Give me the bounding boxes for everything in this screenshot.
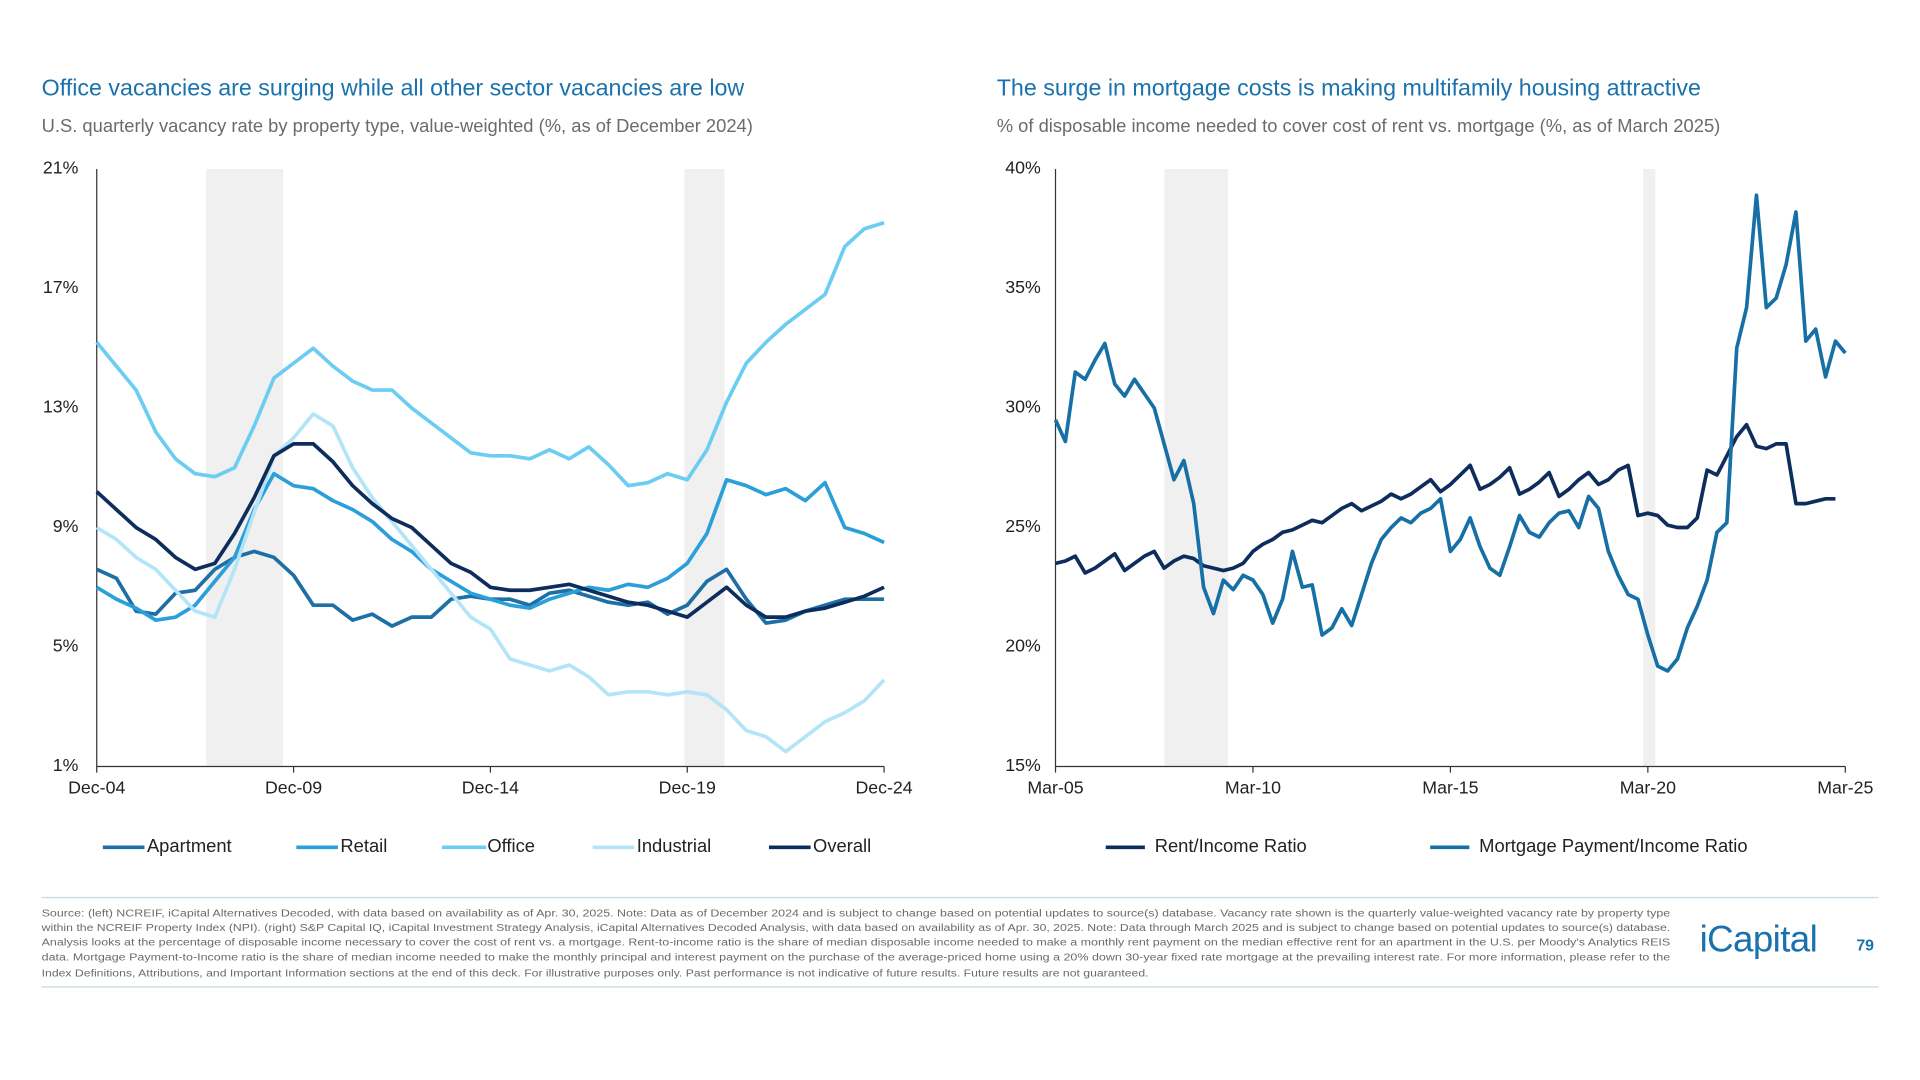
source-line: Source: (left) NCREIF, iCapital Alternat…	[42, 907, 1671, 919]
legend-label: Rent/Income Ratio	[1155, 835, 1307, 856]
x-tick-label: Mar-15	[1422, 777, 1478, 797]
y-tick-label: 17%	[43, 277, 79, 297]
logo: iCapital	[1700, 918, 1818, 959]
legend-label: Apartment	[147, 835, 232, 856]
legend-label: Industrial	[637, 835, 712, 856]
y-tick-label: 5%	[53, 636, 79, 656]
y-tick-label: 40%	[1005, 158, 1041, 178]
chart-subtitle: U.S. quarterly vacancy rate by property …	[42, 115, 753, 136]
x-tick-label: Mar-05	[1027, 777, 1083, 797]
shaded-period	[684, 168, 725, 767]
source-line: within the NCREIF Property Index (NPI). …	[40, 922, 1670, 934]
chart-subtitle: % of disposable income needed to cover c…	[997, 115, 1721, 136]
y-tick-label: 13%	[43, 397, 79, 417]
chart-title: The surge in mortgage costs is making mu…	[997, 75, 1701, 101]
shaded-period	[1164, 168, 1229, 767]
y-tick-label: 1%	[53, 755, 79, 775]
y-tick-label: 15%	[1005, 755, 1041, 775]
series-line	[95, 412, 886, 754]
chart-title: Office vacancies are surging while all o…	[42, 75, 745, 101]
shaded-period	[1643, 168, 1656, 767]
x-tick-label: Dec-09	[265, 777, 322, 797]
x-tick-label: Mar-10	[1225, 777, 1281, 797]
x-tick-label: Dec-14	[462, 777, 519, 797]
source-line: data. Mortgage Payment-to-Income ratio i…	[42, 951, 1671, 963]
series-line	[95, 471, 885, 622]
x-tick-label: Dec-19	[659, 777, 716, 797]
legend-label: Overall	[813, 835, 871, 856]
series-line	[1055, 422, 1836, 575]
y-tick-label: 35%	[1005, 277, 1041, 297]
page-number: 79	[1856, 938, 1874, 955]
y-tick-label: 21%	[43, 158, 79, 178]
series-line	[1053, 193, 1847, 673]
x-tick-label: Dec-04	[68, 777, 125, 797]
legend-label: Mortgage Payment/Income Ratio	[1479, 835, 1747, 856]
source-line: Index Definitions, Attributions, and Imp…	[42, 967, 1149, 979]
x-tick-label: Mar-25	[1817, 777, 1873, 797]
y-tick-label: 25%	[1005, 516, 1041, 536]
x-tick-label: Mar-20	[1620, 777, 1676, 797]
series-line	[95, 221, 885, 488]
legend-label: Office	[487, 835, 535, 856]
x-tick-label: Dec-24	[855, 777, 912, 797]
y-tick-label: 30%	[1005, 397, 1041, 417]
charts: Office vacancies are surging while all o…	[42, 75, 1874, 857]
y-tick-label: 20%	[1005, 636, 1041, 656]
legend-label: Retail	[340, 835, 387, 856]
y-tick-label: 9%	[53, 516, 79, 536]
source-line: Analysis looks at the percentage of disp…	[42, 937, 1671, 949]
series-line	[95, 442, 885, 619]
